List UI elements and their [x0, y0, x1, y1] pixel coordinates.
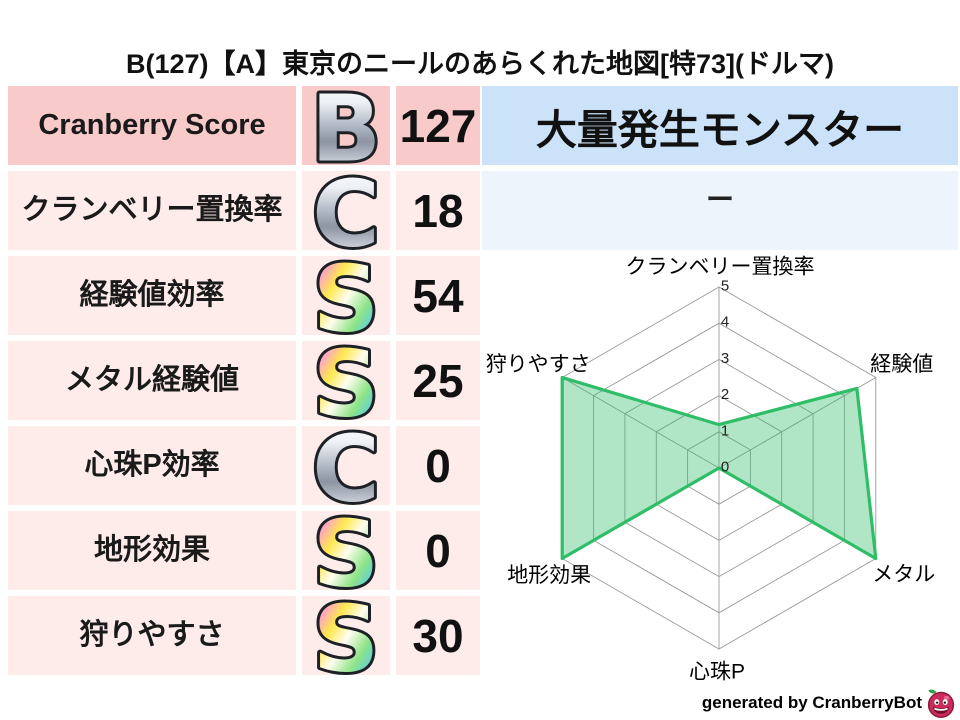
- radar-data-polygon: [560, 375, 878, 561]
- svg-text:C: C: [312, 160, 380, 267]
- page-title: B(127)【A】東京のニールのあらくれた地図[特73](ドルマ): [125, 49, 835, 79]
- row-value: 18: [396, 171, 480, 250]
- row-label: メタル経験値: [8, 341, 296, 420]
- row-label: 地形効果: [8, 511, 296, 590]
- svg-text:B: B: [311, 75, 381, 182]
- grade-badge: S: [302, 242, 390, 355]
- grade-badge: S: [302, 327, 390, 440]
- svg-text:C: C: [312, 415, 380, 522]
- row-value: 127: [396, 86, 480, 165]
- radar-axis-label: 狩りやすさ: [486, 353, 591, 376]
- footer-credit: generated by CranberryBot: [702, 687, 956, 719]
- radar-axis-spoke: [718, 377, 877, 469]
- grade-badge: C: [302, 157, 390, 270]
- grade-letter-icon: S: [310, 327, 382, 440]
- radar-axis-spoke: [561, 377, 720, 469]
- grade-badge: S: [302, 582, 390, 695]
- radar-tick-label: 1: [721, 422, 729, 439]
- radar-axis-label: メタル: [872, 563, 935, 586]
- grade-badge: B: [302, 72, 390, 185]
- grade-badge: C: [302, 412, 390, 525]
- footer-credit-text: generated by CranberryBot: [701, 693, 922, 712]
- grade-letter-icon: S: [310, 242, 382, 355]
- radar-axis-label: 心珠P: [689, 661, 745, 684]
- row-label: 狩りやすさ: [8, 596, 296, 675]
- grade-letter-icon: B: [308, 72, 384, 185]
- svg-text:S: S: [313, 330, 379, 437]
- monster-panel-title: 大量発生モンスター: [482, 86, 958, 165]
- svg-text:S: S: [313, 585, 379, 692]
- svg-text:S: S: [313, 500, 379, 607]
- grade-letter-icon: S: [310, 497, 382, 610]
- radar-tick-label: 3: [721, 350, 729, 367]
- row-value: 25: [396, 341, 480, 420]
- radar-axis-label: 経験値: [870, 353, 933, 376]
- row-value: 54: [396, 256, 480, 335]
- grade-badge: S: [302, 497, 390, 610]
- radar-axis-label: 地形効果: [507, 564, 591, 587]
- grade-letter-icon: C: [309, 412, 383, 525]
- grade-letter-icon: C: [309, 157, 383, 270]
- radar-axis-label: クランベリー置換率: [626, 256, 815, 279]
- row-label: クランベリー置換率: [8, 171, 296, 250]
- cranberry-bot-icon: [927, 689, 955, 718]
- row-label: 経験値効率: [8, 256, 296, 335]
- monster-panel-value: ー: [482, 171, 958, 250]
- radar-tick-label: 0: [721, 459, 729, 476]
- grade-letter-icon: S: [310, 582, 382, 695]
- row-value: 0: [396, 426, 480, 505]
- score-table: Cranberry Score B 127 クランベリー置換率 C 18 経験値効率 S 54 メ…: [8, 72, 480, 695]
- row-value: 0: [396, 511, 480, 590]
- radar-tick-label: 4: [721, 314, 729, 331]
- row-value: 30: [396, 596, 480, 675]
- row-label: Cranberry Score: [8, 86, 296, 165]
- row-label: 心珠P効率: [8, 426, 296, 505]
- radar-tick-label: 2: [721, 386, 729, 403]
- svg-text:S: S: [313, 245, 379, 352]
- radar-tick-label: 5: [721, 278, 729, 295]
